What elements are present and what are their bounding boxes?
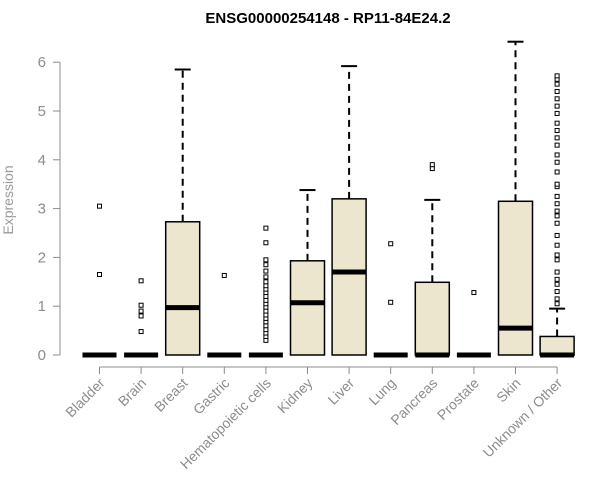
- outlier-point: [263, 268, 269, 274]
- outlier-point: [554, 289, 560, 295]
- outlier-point: [263, 240, 269, 246]
- outlier-point: [554, 152, 560, 158]
- outlier-point: [554, 128, 560, 134]
- box-series: [82, 40, 575, 358]
- outlier-point: [554, 296, 560, 302]
- x-tick-label-brain: Brain: [115, 375, 149, 409]
- outlier-point: [388, 299, 394, 305]
- outlier-point: [263, 312, 269, 318]
- outlier-point: [263, 225, 269, 231]
- outlier-point: [554, 142, 560, 148]
- outlier-point: [263, 337, 269, 343]
- outlier-point: [554, 201, 560, 207]
- y-axis-label: Expression: [0, 165, 16, 234]
- outlier-point: [554, 252, 560, 258]
- outlier-point: [554, 96, 560, 102]
- box-body: [497, 200, 534, 356]
- outlier-point: [554, 213, 560, 219]
- outlier-point: [554, 135, 560, 141]
- box-prostate: [456, 290, 491, 358]
- outlier-point: [138, 278, 144, 284]
- outlier-point: [554, 257, 560, 263]
- outlier-point: [263, 323, 269, 329]
- outlier-point: [554, 159, 560, 165]
- outlier-point: [263, 279, 269, 285]
- outlier-point: [554, 81, 560, 87]
- box-body: [289, 260, 326, 356]
- x-tick-label-bladder: Bladder: [62, 375, 108, 421]
- x-tick-label-kidney: Kidney: [274, 375, 316, 417]
- box-body: [539, 335, 575, 356]
- outlier-point: [429, 166, 435, 172]
- outlier-point: [554, 103, 560, 109]
- outlier-point: [97, 271, 102, 277]
- box-liver: [331, 65, 367, 356]
- y-tick-label: 6: [38, 54, 46, 71]
- outlier-point: [554, 73, 560, 79]
- outlier-point: [554, 281, 560, 287]
- outlier-point: [429, 162, 435, 168]
- x-tick-label-liver: Liver: [324, 375, 357, 408]
- outlier-point: [554, 181, 560, 187]
- outlier-point: [554, 193, 560, 199]
- outlier-point: [554, 301, 560, 307]
- outlier-point: [263, 283, 269, 289]
- box-body: [331, 198, 367, 356]
- box-bladder: [82, 203, 117, 358]
- box-brain: [124, 278, 159, 358]
- outlier-point: [263, 297, 269, 303]
- outlier-point: [554, 208, 560, 214]
- outlier-point: [263, 293, 269, 299]
- x-tick-label-lung: Lung: [365, 375, 398, 408]
- x-tick-label-unknown-other: Unknown / Other: [480, 375, 566, 461]
- outlier-point: [554, 276, 560, 282]
- outlier-point: [263, 257, 269, 263]
- outlier-point: [554, 120, 560, 126]
- y-tick-label: 2: [38, 249, 46, 266]
- outlier-point: [263, 262, 269, 268]
- outlier-point: [388, 241, 394, 247]
- box-pancreas: [414, 162, 451, 358]
- outlier-point: [138, 313, 144, 319]
- outlier-point: [471, 290, 477, 296]
- outlier-point: [554, 242, 560, 248]
- y-tick-label: 3: [38, 201, 46, 218]
- outlier-point: [97, 203, 102, 209]
- box-unknown-other: [539, 73, 575, 358]
- outlier-point: [554, 220, 560, 226]
- outlier-point: [138, 329, 144, 335]
- box-breast: [164, 68, 201, 356]
- box-lung: [373, 241, 408, 358]
- x-tick-label-skin: Skin: [493, 375, 524, 406]
- y-tick-label: 1: [38, 298, 46, 315]
- x-tick-label-prostate: Prostate: [434, 375, 482, 423]
- outlier-point: [263, 327, 269, 333]
- box-skin: [497, 40, 534, 356]
- x-tick-label-breast: Breast: [151, 375, 191, 415]
- outlier-point: [554, 232, 560, 238]
- box-body: [414, 281, 451, 356]
- outlier-point: [554, 88, 560, 94]
- outlier-point: [554, 110, 560, 116]
- y-tick-label: 4: [38, 152, 46, 169]
- outlier-point: [263, 274, 269, 280]
- outlier-point: [554, 169, 560, 175]
- box-body: [164, 221, 201, 356]
- outlier-point: [221, 272, 227, 278]
- outlier-point: [554, 269, 560, 275]
- y-tick-label: 5: [38, 103, 46, 120]
- outlier-point: [138, 308, 144, 314]
- outlier-point: [263, 308, 269, 314]
- box-hematopoietic-cells: [248, 225, 283, 358]
- box-gastric: [207, 272, 242, 358]
- box-kidney: [289, 189, 326, 356]
- y-axis: 0 1 2 3 4 5 6: [38, 54, 61, 364]
- y-tick-label: 0: [38, 347, 46, 364]
- chart-title: ENSG00000254148 - RP11-84E24.2: [205, 10, 450, 27]
- outlier-point: [138, 302, 144, 308]
